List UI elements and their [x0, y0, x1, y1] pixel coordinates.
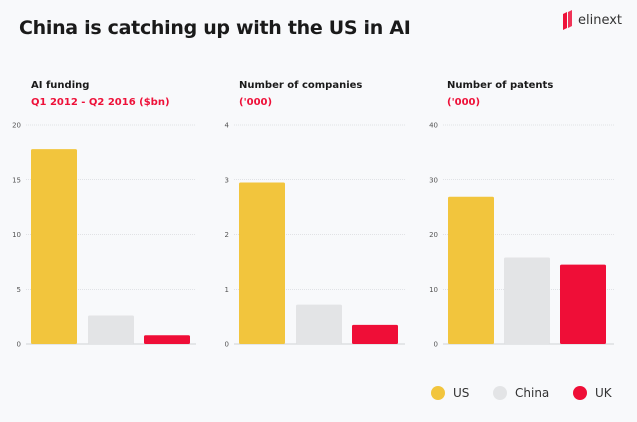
y-tick-label: 10 — [12, 231, 21, 239]
y-tick-label: 3 — [225, 176, 229, 184]
elinext-logo-icon — [563, 10, 572, 30]
y-tick-label: 2 — [225, 231, 229, 239]
bar-uk — [144, 335, 190, 344]
y-tick-label: 10 — [429, 286, 438, 294]
y-tick-label: 0 — [17, 341, 21, 349]
bar-uk — [560, 264, 606, 344]
legend-label: US — [453, 386, 470, 400]
logo-text: elinext — [578, 12, 623, 28]
chart-3-title: Number of patents — [447, 80, 554, 91]
y-tick-label: 4 — [225, 122, 230, 130]
bar-us — [448, 196, 494, 344]
bar-china — [88, 315, 134, 344]
legend-swatch-uk — [573, 386, 587, 400]
logo: elinext — [562, 10, 622, 30]
y-tick-label: 1 — [225, 286, 229, 294]
y-tick-label: 0 — [434, 341, 438, 349]
legend-item-us: US — [431, 386, 469, 400]
y-tick-label: 5 — [17, 286, 21, 294]
bar-china — [296, 304, 342, 344]
page-title: China is catching up with the US in AI — [19, 17, 411, 39]
legend-label: China — [515, 386, 550, 400]
chart-2-title: Number of companies — [239, 80, 363, 91]
legend-swatch-china — [493, 386, 507, 400]
legend-label: UK — [595, 386, 612, 400]
legend-item-china: China — [493, 386, 549, 400]
legend-item-uk: UK — [573, 386, 612, 400]
y-tick-label: 20 — [12, 122, 21, 130]
y-tick-label: 15 — [12, 176, 21, 184]
y-tick-label: 0 — [225, 341, 229, 349]
y-tick-label: 30 — [429, 176, 438, 184]
bar-us — [239, 182, 285, 344]
chart-2-subtitle: ('000) — [239, 97, 273, 108]
chart-1-title: AI funding — [31, 80, 90, 91]
chart-3-subtitle: ('000) — [447, 97, 481, 108]
bar-uk — [352, 324, 398, 344]
y-tick-label: 40 — [429, 122, 438, 130]
legend-swatch-us — [431, 386, 445, 400]
y-tick-label: 20 — [429, 231, 438, 239]
bar-china — [504, 257, 550, 344]
bar-us — [31, 149, 77, 344]
chart-1-subtitle: Q1 2012 - Q2 2016 ($bn) — [31, 97, 170, 108]
